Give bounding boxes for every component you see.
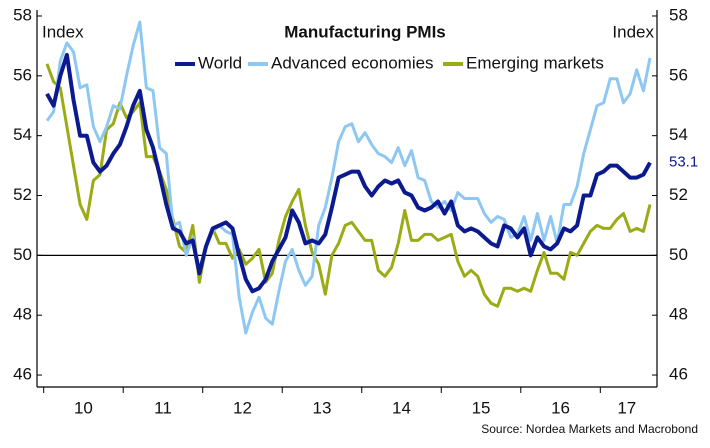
y2-tick-label: 46: [669, 365, 688, 384]
legend-label: World: [198, 53, 242, 72]
series-line: [45, 63, 652, 308]
y-axis-label: Index: [42, 22, 84, 41]
annotation: 53.1: [669, 154, 698, 171]
y-tick-label: 56: [13, 65, 32, 84]
y2-tick-label: 50: [669, 245, 688, 264]
y2-axis-label: Index: [612, 22, 654, 41]
y2-tick-label: 48: [669, 305, 688, 324]
y-tick-label: 46: [13, 365, 32, 384]
y-tick-label: 48: [13, 305, 32, 324]
y2-tick-label: 58: [669, 5, 688, 24]
x-tick-label: 13: [313, 398, 332, 417]
chart-title: Manufacturing PMIs: [284, 22, 446, 41]
y2-tick-label: 52: [669, 185, 688, 204]
y2-tick-label: 56: [669, 65, 688, 84]
x-tick-label: 14: [392, 398, 411, 417]
x-tick-label: 16: [551, 398, 570, 417]
series-line: [45, 20, 652, 335]
legend-label: Emerging markets: [466, 53, 604, 72]
x-tick-label: 11: [154, 398, 172, 417]
legend-label: Advanced economies: [271, 53, 434, 72]
source: Source: Nordea Markets and Macrobond: [481, 422, 698, 436]
y-tick-label: 58: [13, 5, 32, 24]
series-line: [45, 52, 652, 294]
y-tick-label: 52: [13, 185, 32, 204]
x-tick-label: 17: [617, 398, 636, 417]
x-tick-label: 12: [233, 398, 252, 417]
y-tick-label: 54: [13, 125, 32, 144]
x-tick-label: 15: [472, 398, 491, 417]
y2-tick-label: 54: [669, 125, 688, 144]
x-tick-label: 10: [74, 398, 93, 417]
y-tick-label: 50: [13, 245, 32, 264]
